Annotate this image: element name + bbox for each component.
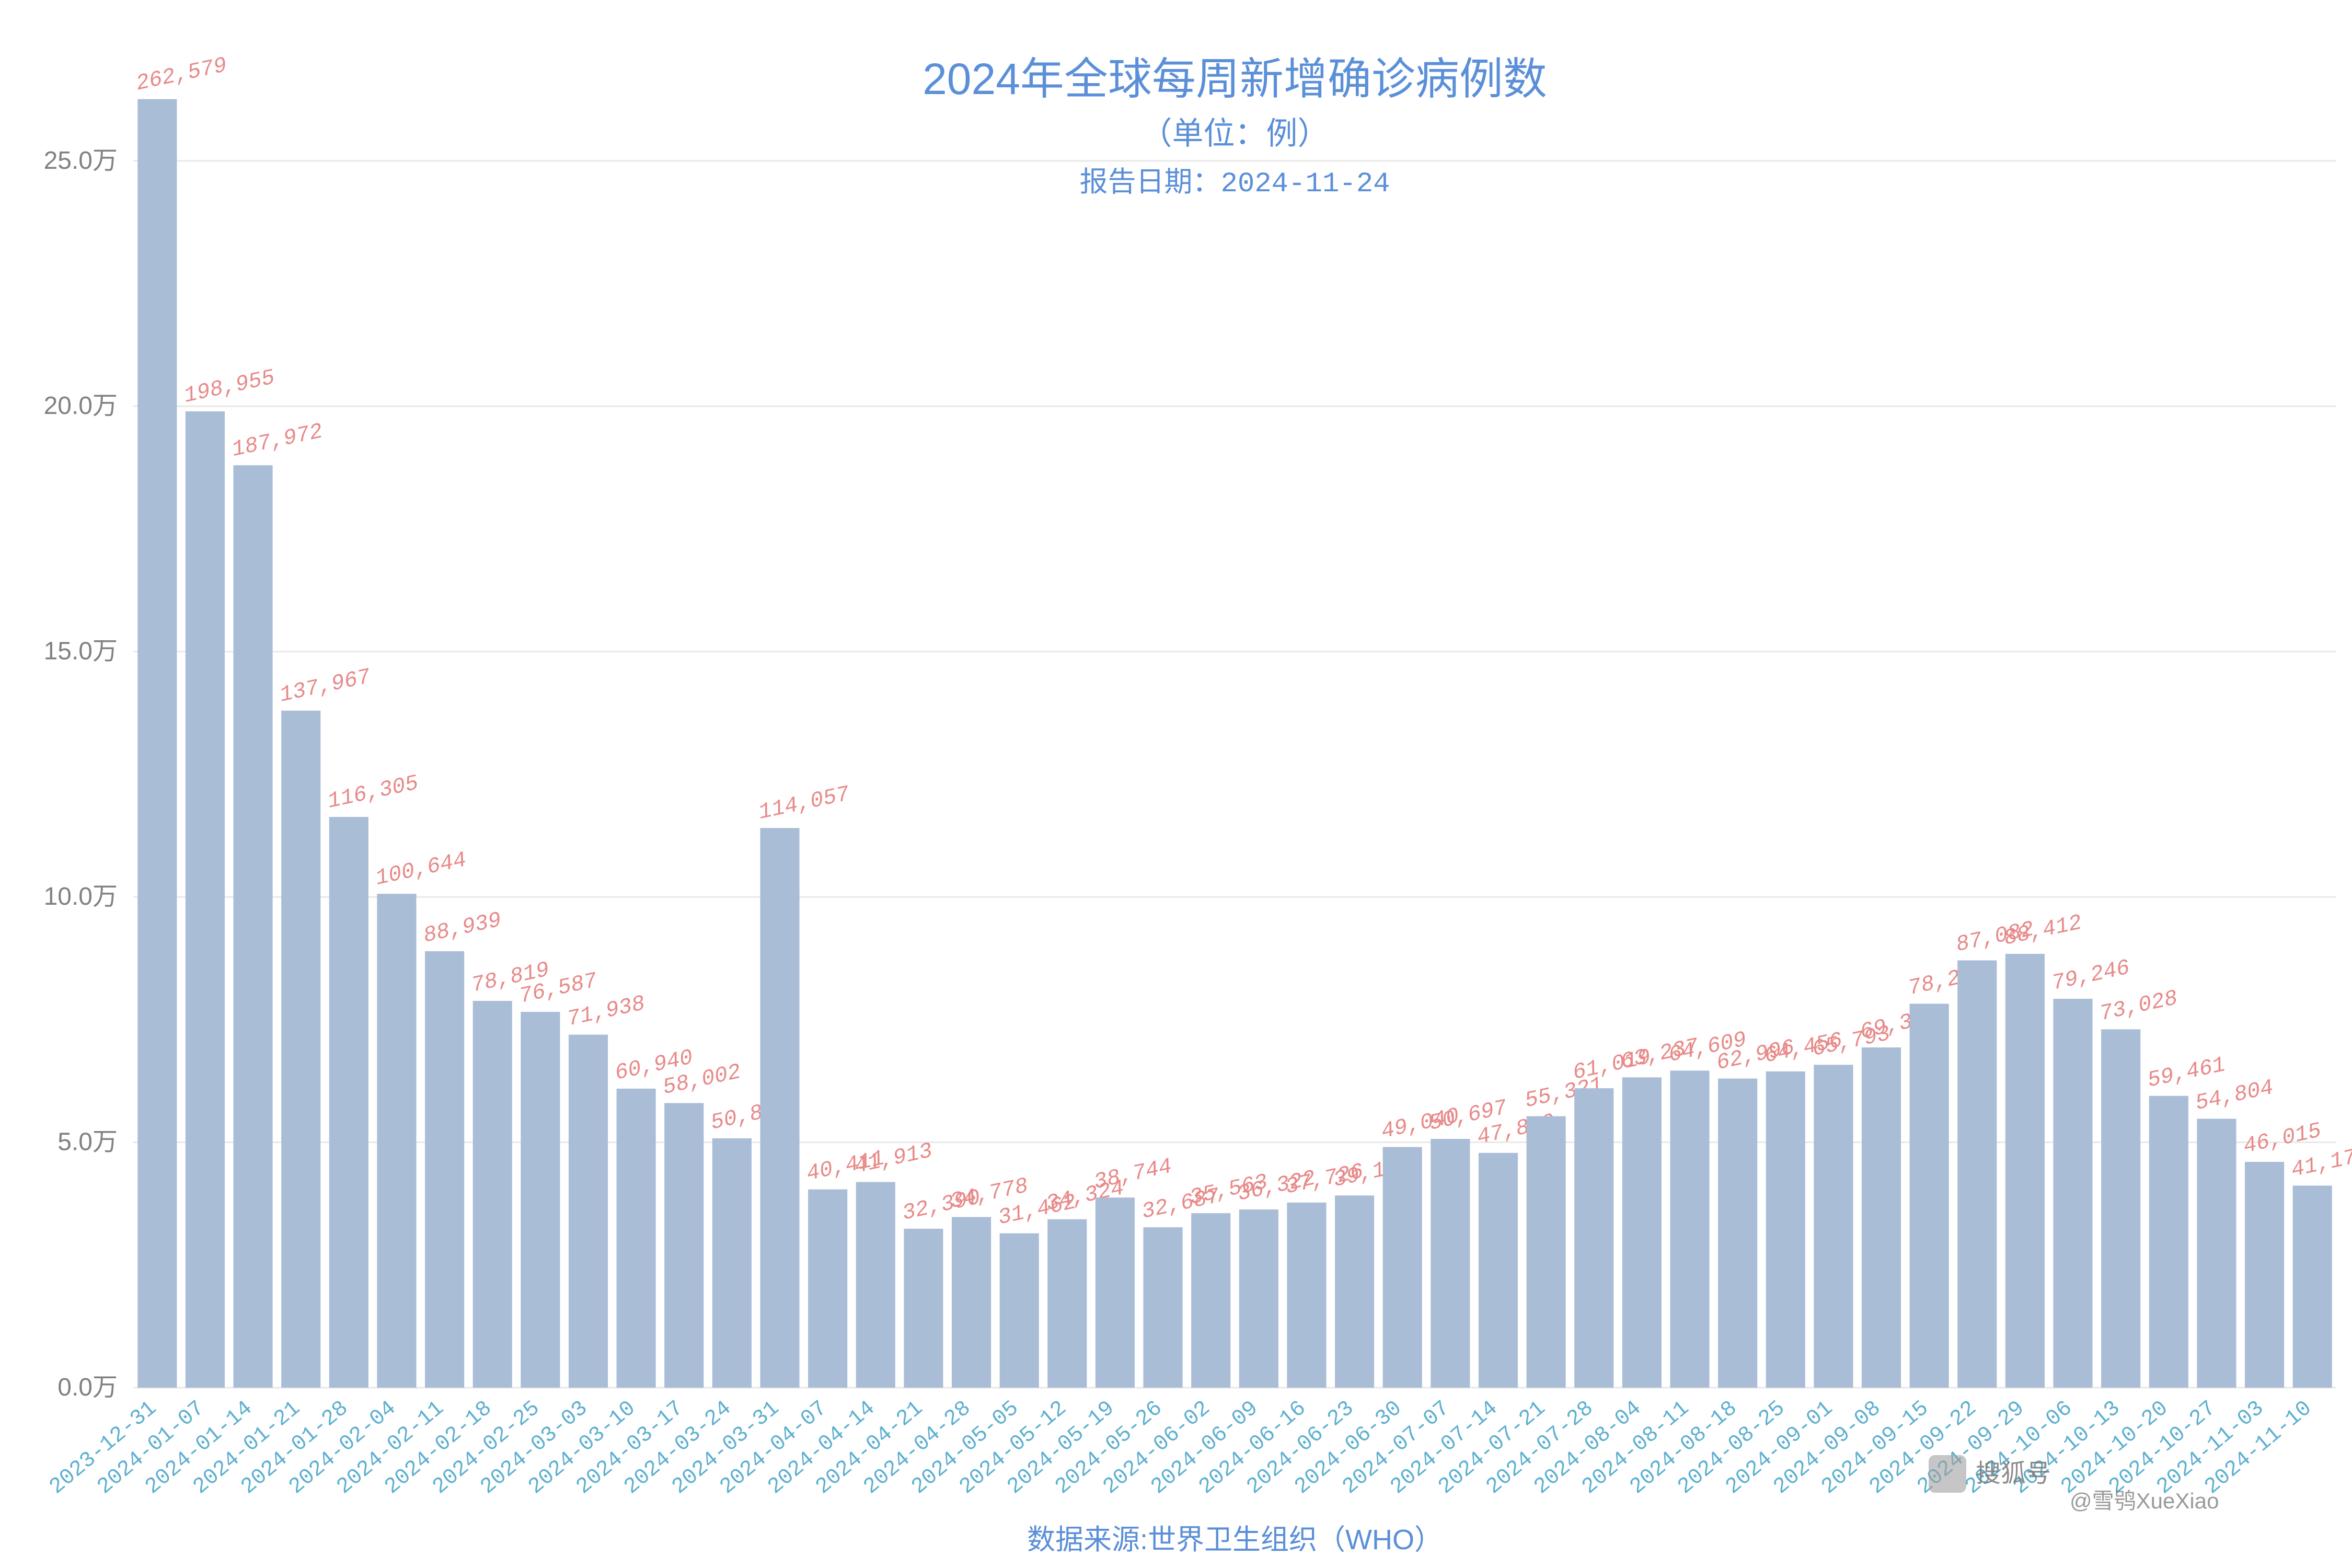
bar — [137, 99, 177, 1388]
bar — [329, 817, 368, 1388]
bar — [2197, 1119, 2236, 1388]
chart-title: 2024年全球每周新增确诊病例数 — [923, 54, 1547, 103]
bar — [425, 951, 464, 1388]
bar — [1957, 960, 1997, 1388]
bar — [1814, 1065, 1853, 1388]
bar — [1910, 1004, 1949, 1388]
bar — [1047, 1219, 1087, 1388]
bar — [1718, 1079, 1757, 1388]
bar — [664, 1103, 704, 1388]
bar — [569, 1035, 608, 1388]
bar — [1766, 1071, 1805, 1388]
bar — [2293, 1185, 2332, 1388]
chart-report-date: 报告日期：2024-11-24 — [1079, 167, 1390, 200]
bar — [1287, 1203, 1326, 1388]
bar — [186, 411, 225, 1388]
bar — [952, 1217, 991, 1388]
bar — [2053, 999, 2092, 1388]
bar — [1527, 1116, 1566, 1388]
bar — [856, 1182, 895, 1388]
bar — [1479, 1153, 1518, 1388]
bar — [377, 894, 416, 1388]
bar — [1670, 1070, 1709, 1388]
y-tick-label: 5.0万 — [57, 1128, 118, 1156]
watermark-line-2: @雪鸮XueXiao — [2070, 1489, 2219, 1513]
bar — [1383, 1147, 1422, 1388]
bar — [1143, 1227, 1182, 1388]
bar — [1335, 1195, 1374, 1388]
bar — [1574, 1088, 1613, 1388]
bar — [1431, 1139, 1470, 1388]
y-tick-label: 15.0万 — [44, 638, 118, 665]
y-tick-label: 20.0万 — [44, 392, 118, 420]
bar — [2245, 1162, 2284, 1388]
source-label: 数据来源:世界卫生组织（WHO） — [1027, 1524, 1443, 1555]
bar — [712, 1138, 752, 1388]
bar — [760, 828, 799, 1388]
bar — [808, 1190, 847, 1388]
bar — [1191, 1213, 1230, 1388]
bar — [2005, 954, 2045, 1388]
bar — [1862, 1047, 1901, 1388]
y-tick-label: 10.0万 — [44, 883, 118, 910]
bar — [2101, 1029, 2140, 1388]
bar — [1000, 1233, 1039, 1388]
bar-chart: 0.0万5.0万10.0万15.0万20.0万25.0万262,5792023-… — [0, 0, 2352, 1568]
y-tick-label: 0.0万 — [57, 1374, 118, 1401]
bar — [1096, 1197, 1135, 1388]
bar — [1239, 1209, 1278, 1388]
bar — [904, 1229, 943, 1388]
bar — [521, 1012, 560, 1388]
bar — [473, 1001, 512, 1388]
bar — [234, 465, 273, 1388]
watermark-logo — [1929, 1455, 1966, 1493]
bar — [617, 1089, 656, 1388]
bar — [1622, 1077, 1662, 1388]
y-tick-label: 25.0万 — [44, 147, 118, 175]
chart-container: 0.0万5.0万10.0万15.0万20.0万25.0万262,5792023-… — [0, 0, 2352, 1568]
bar — [2149, 1096, 2188, 1388]
bar — [281, 711, 320, 1388]
chart-subtitle: （单位：例） — [1141, 116, 1329, 151]
watermark-line-1: 搜狐号 — [1976, 1460, 2051, 1488]
